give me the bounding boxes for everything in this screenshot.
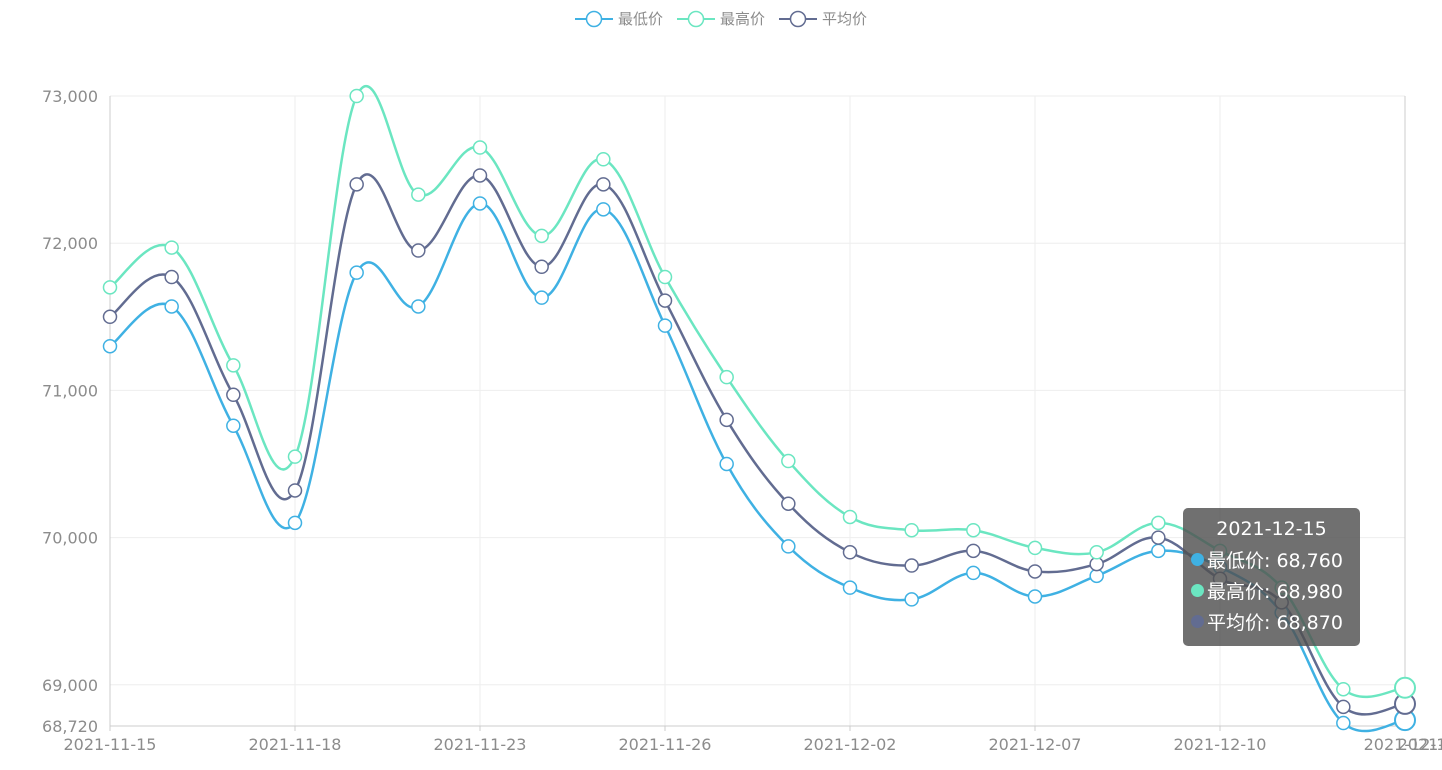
data-point — [657, 318, 673, 333]
data-point — [904, 592, 919, 607]
tooltip-row-avg: 平均价: 68,870 — [1191, 606, 1360, 637]
series-dot-icon — [1191, 615, 1204, 628]
x-tick-label: 2021-11-18 — [249, 735, 342, 754]
data-point — [657, 293, 673, 308]
data-point — [1336, 715, 1351, 731]
data-point — [349, 88, 364, 104]
data-point — [102, 280, 118, 295]
data-point — [534, 259, 549, 274]
tooltip: 2021-12-15 最低价: 68,760 最高价: 68,980 平均价: … — [1183, 508, 1360, 646]
legend-item-avg[interactable]: 平均价 — [779, 8, 867, 29]
data-point — [1394, 676, 1416, 699]
legend-marker-icon — [779, 10, 817, 27]
data-point — [411, 299, 426, 314]
tooltip-value: 最低价: 68,760 — [1207, 550, 1343, 572]
tooltip-value: 平均价: 68,870 — [1207, 612, 1343, 634]
data-point — [164, 240, 179, 255]
data-point — [287, 449, 303, 464]
x-tick-label: 2021-11-23 — [434, 735, 527, 754]
data-point — [842, 580, 858, 595]
y-tick-label: 69,000 — [42, 676, 98, 695]
x-tick-label: 2021-11-15 — [64, 735, 157, 754]
data-point — [596, 202, 611, 217]
data-point — [164, 299, 179, 314]
tooltip-value: 最高价: 68,980 — [1207, 581, 1343, 603]
data-point — [1151, 515, 1166, 531]
data-point — [534, 228, 549, 244]
data-point — [349, 177, 364, 192]
series-dot-icon — [1191, 584, 1204, 597]
data-point — [719, 369, 734, 385]
series-dot-icon — [1191, 553, 1204, 566]
x-tick-label: 2021-12-02 — [804, 735, 897, 754]
data-point — [1027, 540, 1043, 556]
data-point — [781, 496, 796, 511]
x-tick-label: 2021-12-1 — [1398, 735, 1442, 754]
data-point — [472, 140, 488, 155]
data-point — [287, 483, 303, 498]
data-point — [781, 453, 796, 469]
data-point — [349, 265, 364, 280]
data-point — [1336, 699, 1351, 715]
legend-marker-icon — [574, 10, 613, 27]
data-point — [1027, 589, 1043, 604]
data-point — [842, 509, 858, 525]
tooltip-row-min: 最低价: 68,760 — [1191, 544, 1360, 575]
x-tick-label: 2021-12-1 — [1364, 735, 1442, 754]
data-point — [657, 269, 673, 285]
data-point — [1151, 530, 1166, 545]
data-point — [411, 243, 426, 258]
data-point — [719, 412, 734, 428]
y-tick-label: 73,000 — [42, 87, 98, 106]
tooltip-title: 2021-12-15 — [1216, 518, 1327, 540]
data-point — [1089, 545, 1104, 560]
data-point — [1151, 543, 1166, 559]
data-point — [966, 565, 981, 581]
x-tick-label: 2021-11-26 — [619, 735, 712, 754]
data-point — [842, 545, 858, 560]
y-tick-label: 70,000 — [42, 529, 98, 548]
legend-label: 平均价 — [822, 10, 868, 28]
legend-item-max[interactable]: 最高价 — [676, 8, 765, 29]
data-point — [719, 456, 734, 472]
data-point — [226, 358, 241, 373]
tooltip-row-max: 最高价: 68,980 — [1191, 575, 1360, 606]
data-point — [966, 543, 981, 559]
data-point — [966, 522, 981, 538]
data-point — [102, 309, 118, 325]
data-point — [904, 558, 919, 573]
legend-item-min[interactable]: 最低价 — [574, 8, 663, 29]
legend: 最低价 最高价 平均价 — [0, 8, 1442, 29]
data-point — [164, 269, 179, 285]
data-point — [472, 168, 488, 183]
data-point — [411, 187, 426, 202]
data-point — [1336, 681, 1351, 697]
data-point — [596, 177, 611, 192]
x-tick-label: 2021-12-10 — [1174, 735, 1267, 754]
data-point — [781, 539, 796, 554]
legend-label: 最高价 — [719, 10, 765, 28]
data-point — [534, 290, 549, 305]
data-point — [102, 338, 118, 354]
y-tick-label: 72,000 — [42, 234, 98, 253]
data-point — [596, 152, 611, 167]
data-point — [226, 418, 241, 433]
data-point — [287, 515, 303, 531]
x-tick-label: 2021-12-07 — [989, 735, 1082, 754]
y-tick-label: 71,000 — [42, 381, 98, 400]
data-point — [1027, 564, 1043, 579]
data-point — [472, 196, 488, 211]
axes: 68,720 69,000 70,000 71,000 72,000 73,000 2021… — [42, 87, 1442, 754]
legend-marker-icon — [676, 10, 715, 27]
legend-label: 最低价 — [617, 10, 663, 28]
data-point — [226, 387, 241, 403]
data-point — [904, 522, 919, 538]
y-tick-label: 68,720 — [42, 717, 98, 736]
